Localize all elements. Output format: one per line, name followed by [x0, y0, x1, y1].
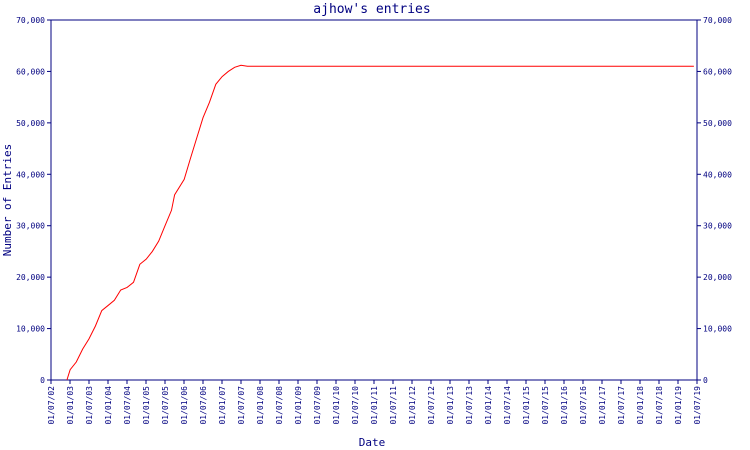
x-axis-title: Date — [359, 436, 386, 449]
x-tick-label: 01/07/15 — [541, 386, 550, 425]
y-tick-label-left: 0 — [40, 376, 45, 385]
y-tick-label-left: 10,000 — [16, 325, 45, 334]
y-tick-label-right: 20,000 — [703, 273, 732, 282]
x-tick-label: 01/01/11 — [370, 386, 379, 425]
x-tick-label: 01/07/14 — [503, 386, 512, 425]
y-tick-label-left: 30,000 — [16, 222, 45, 231]
y-axis-title: Number of Entries — [1, 144, 14, 257]
x-tick-label: 01/07/19 — [693, 386, 702, 425]
x-tick-label: 01/01/05 — [142, 386, 151, 425]
x-tick-label: 01/01/03 — [66, 386, 75, 425]
y-tick-label-right: 30,000 — [703, 222, 732, 231]
x-tick-label: 01/01/08 — [256, 386, 265, 425]
x-tick-label: 01/01/15 — [522, 386, 531, 425]
y-tick-label-left: 70,000 — [16, 16, 45, 25]
x-tick-label: 01/07/17 — [617, 386, 626, 425]
y-axis-right: 0 10,000 20,000 30,000 40,000 50,000 60,000 70,… — [697, 16, 732, 385]
y-tick-label-left: 20,000 — [16, 273, 45, 282]
x-tick-label: 01/07/08 — [275, 386, 284, 425]
x-tick-label: 01/07/10 — [351, 386, 360, 425]
x-tick-label: 01/01/10 — [332, 386, 341, 425]
x-tick-label: 01/01/07 — [218, 386, 227, 425]
y-tick-label-left: 60,000 — [16, 67, 45, 76]
y-tick-label-left: 50,000 — [16, 119, 45, 128]
x-tick-label: 01/07/06 — [199, 386, 208, 425]
y-tick-label-right: 60,000 — [703, 67, 732, 76]
y-axis-left: 0 10,000 20,000 30,000 40,000 50,000 60,000 70,… — [16, 16, 51, 385]
x-tick-label: 01/01/14 — [484, 386, 493, 425]
y-tick-label-right: 70,000 — [703, 16, 732, 25]
x-tick-label: 01/01/06 — [180, 386, 189, 425]
x-tick-label: 01/07/05 — [161, 386, 170, 425]
x-tick-label: 01/07/04 — [123, 386, 132, 425]
x-tick-label: 01/07/11 — [389, 386, 398, 425]
x-tick-label: 01/07/13 — [465, 386, 474, 425]
series-line — [66, 64, 694, 381]
x-tick-label: 01/07/12 — [427, 386, 436, 425]
x-tick-label: 01/01/19 — [674, 386, 683, 425]
x-axis: 01/07/02 01/01/03 01/07/03 01/01/04 01/07/04… — [47, 380, 702, 425]
y-tick-label-right: 50,000 — [703, 119, 732, 128]
x-tick-label: 01/01/04 — [104, 386, 113, 425]
y-tick-label-right: 0 — [703, 376, 708, 385]
x-tick-label: 01/01/17 — [598, 386, 607, 425]
y-tick-label-right: 40,000 — [703, 170, 732, 179]
series-layer — [66, 64, 694, 381]
x-tick-label: 01/01/18 — [636, 386, 645, 425]
y-tick-label-right: 10,000 — [703, 325, 732, 334]
x-tick-label: 01/01/16 — [560, 386, 569, 425]
x-tick-label: 01/07/16 — [579, 386, 588, 425]
x-tick-label: 01/07/07 — [237, 386, 246, 425]
chart-title: ajhow's entries — [313, 2, 430, 17]
x-tick-label: 01/07/18 — [655, 386, 664, 425]
plot-area — [50, 19, 698, 381]
x-tick-label: 01/01/12 — [408, 386, 417, 425]
x-tick-label: 01/07/03 — [85, 386, 94, 425]
x-tick-label: 01/01/13 — [446, 386, 455, 425]
x-tick-label: 01/01/09 — [294, 386, 303, 425]
y-tick-label-left: 40,000 — [16, 170, 45, 179]
x-tick-label: 01/07/02 — [47, 386, 56, 425]
x-tick-label: 01/07/09 — [313, 386, 322, 425]
